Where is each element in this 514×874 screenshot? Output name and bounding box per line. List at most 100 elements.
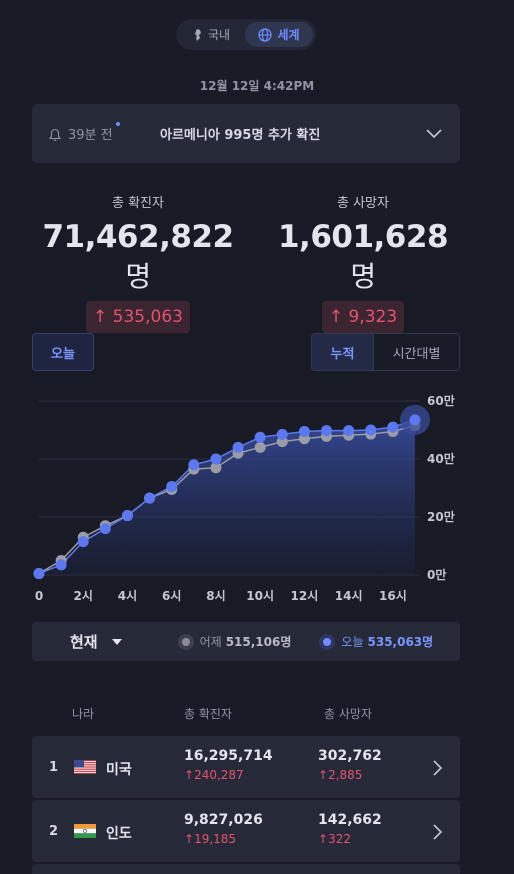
- confirmed-number: 71,462,822: [42, 219, 234, 255]
- row-confirmed-delta: ↑19,185: [184, 832, 237, 846]
- legend-today: 오늘 535,063명: [319, 633, 433, 650]
- today-point: [210, 453, 222, 465]
- today-point: [33, 568, 45, 580]
- chart-mode-toggle: 누적 시간대별: [311, 333, 460, 371]
- hourly-button[interactable]: 시간대별: [392, 346, 441, 362]
- today-point: [188, 459, 200, 471]
- row-confirmed-delta-value: 240,287: [194, 768, 244, 782]
- bell-icon: [48, 121, 120, 141]
- tab-domestic-label: 국내: [207, 28, 231, 42]
- row-deaths-delta: ↑322: [318, 832, 351, 846]
- header-confirmed: 총 확진자: [184, 707, 232, 721]
- row-deaths-delta-value: 2,885: [328, 768, 363, 782]
- tab-world-label: 세계: [277, 28, 300, 42]
- confirmed-delta-badge: ↑ 535,063: [86, 301, 190, 333]
- today-point: [298, 425, 310, 437]
- update-timestamp: 12월 12일 4:42PM: [199, 79, 315, 93]
- row-rank: 2: [49, 824, 59, 839]
- legend-today-value: 535,063명: [367, 635, 434, 649]
- row-confirmed-delta-value: 19,185: [194, 832, 237, 846]
- confirmed-delta: 535,063: [112, 307, 183, 327]
- x-tick-label: 8시: [206, 589, 225, 603]
- region-toggle: 국내 세계: [176, 19, 316, 50]
- y-tick-label: 0만: [427, 567, 446, 582]
- cumulative-chart: 0 2시 4시 6시 8시 10시 12시 14시 16시 0만 20만 40만 60만: [33, 393, 455, 603]
- row-country: 인도: [106, 826, 132, 842]
- row-deaths-delta: ↑2,885: [318, 768, 363, 782]
- confirmed-label: 총 확진자: [112, 196, 164, 211]
- confirmed-unit: 명: [125, 260, 151, 293]
- today-point: [77, 536, 89, 548]
- y-tick-label: 60만: [427, 393, 455, 408]
- yesterday-marker-icon: [177, 633, 194, 650]
- table-row[interactable]: 2 인도 9,827,026 ↑19,185 142,662 ↑322: [32, 800, 460, 862]
- cumulative-button[interactable]: 누적: [312, 334, 374, 370]
- table-row[interactable]: [32, 864, 460, 874]
- today-point: [409, 414, 421, 426]
- row-confirmed-delta: ↑240,287: [184, 768, 244, 782]
- us-flag-icon: [74, 760, 96, 774]
- today-point: [166, 481, 178, 493]
- legend-today-label: 오늘: [341, 635, 364, 649]
- today-point: [276, 428, 288, 440]
- chevron-right-icon[interactable]: [432, 824, 442, 840]
- notice-message: 아르메니아 995명 추가 확진: [160, 128, 321, 143]
- row-deaths: 142,662 ↑322: [318, 812, 382, 846]
- row-country: 미국: [106, 762, 132, 778]
- deaths-value: 1,601,628 명: [276, 219, 450, 295]
- x-tick-label: 2시: [74, 589, 93, 603]
- x-tick-label: 10시: [246, 589, 274, 603]
- header-deaths: 총 사망자: [324, 707, 372, 721]
- news-ticker[interactable]: 39분 전 아르메니아 995명 추가 확진: [32, 104, 460, 163]
- legend-yesterday-label: 어제: [199, 635, 222, 649]
- today-point: [254, 431, 266, 443]
- india-flag-icon: [74, 824, 96, 838]
- deaths-delta-badge: ↑ 9,323: [321, 301, 405, 333]
- yesterday-point: [254, 441, 266, 453]
- deaths-delta: 9,323: [348, 307, 398, 327]
- row-confirmed-total: 16,295,714: [184, 748, 273, 764]
- today-point: [343, 425, 355, 437]
- today-point: [99, 523, 111, 535]
- notice-time: 39분 전: [68, 128, 113, 143]
- row-confirmed: 9,827,026 ↑19,185: [184, 812, 263, 846]
- x-tick-label: 0: [35, 589, 43, 603]
- row-rank: 1: [49, 760, 59, 775]
- today-marker-icon: [319, 633, 336, 650]
- row-deaths-total: 142,662: [318, 812, 382, 828]
- x-tick-label: 12시: [291, 589, 319, 603]
- today-point: [121, 510, 133, 522]
- row-deaths-delta-value: 322: [328, 832, 351, 846]
- deaths-label: 총 사망자: [337, 196, 389, 211]
- table-row[interactable]: 1 미국 16,295,714 ↑240,287 302,762 ↑2,885: [32, 736, 460, 798]
- y-tick-label: 20만: [427, 509, 455, 524]
- y-tick-label: 40만: [427, 451, 455, 466]
- unread-dot: [116, 121, 120, 126]
- x-tick-label: 6시: [162, 589, 181, 603]
- today-point: [365, 424, 377, 436]
- x-tick-label: 14시: [335, 589, 363, 603]
- today-point: [387, 421, 399, 433]
- row-deaths: 302,762 ↑2,885: [318, 748, 382, 782]
- row-confirmed: 16,295,714 ↑240,287: [184, 748, 273, 782]
- today-point: [232, 441, 244, 453]
- deaths-number: 1,601,628: [277, 219, 449, 255]
- row-confirmed-total: 9,827,026: [184, 812, 263, 828]
- confirmed-value: 71,462,822 명: [40, 219, 236, 295]
- today-point: [55, 559, 67, 571]
- chevron-right-icon[interactable]: [432, 760, 442, 776]
- x-tick-label: 16시: [379, 589, 407, 603]
- current-summary: 현재 어제 515,106명 오늘 535,063명: [32, 622, 460, 661]
- x-tick-label: 4시: [118, 589, 137, 603]
- korea-map-icon: [194, 28, 201, 41]
- legend-yesterday-value: 515,106명: [225, 635, 292, 649]
- yesterday-point: [210, 462, 222, 474]
- chevron-down-icon[interactable]: [424, 124, 444, 144]
- total-confirmed: 총 확진자 71,462,822 명 ↑ 535,063: [40, 192, 236, 333]
- today-button[interactable]: 오늘: [32, 333, 94, 371]
- tab-world[interactable]: 세계: [245, 22, 313, 47]
- tab-domestic[interactable]: 국내: [179, 22, 245, 47]
- caret-down-icon[interactable]: [111, 638, 122, 645]
- time-select[interactable]: 현재: [70, 633, 98, 651]
- total-deaths: 총 사망자 1,601,628 명 ↑ 9,323: [276, 192, 450, 333]
